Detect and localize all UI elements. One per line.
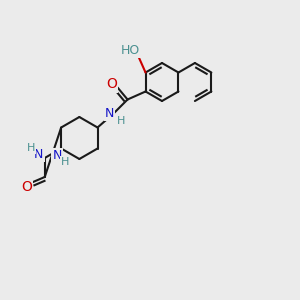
Text: HO: HO bbox=[121, 44, 140, 57]
Text: O: O bbox=[106, 77, 117, 92]
Text: N: N bbox=[52, 149, 62, 162]
Text: H: H bbox=[117, 116, 126, 127]
Text: N: N bbox=[34, 148, 43, 160]
Text: H: H bbox=[26, 143, 35, 153]
Text: H: H bbox=[61, 157, 69, 167]
Text: N: N bbox=[105, 107, 114, 120]
Text: O: O bbox=[21, 180, 32, 194]
